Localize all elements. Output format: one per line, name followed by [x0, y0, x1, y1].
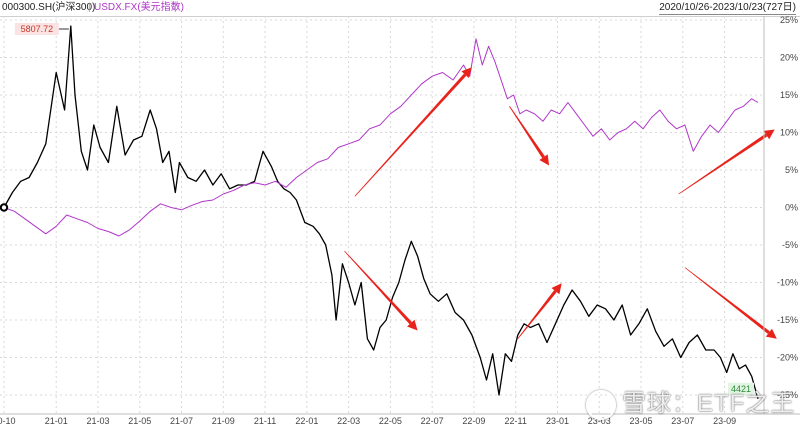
y-tick-label: -5% — [782, 240, 798, 250]
x-tick-label: 21-03 — [86, 416, 109, 426]
snowball-logo-icon — [586, 389, 616, 420]
trend-arrow — [354, 67, 472, 197]
trend-arrow — [517, 283, 562, 339]
end-value-label: 4421 — [731, 384, 751, 394]
date-range-selector[interactable]: 2020/10/26-2023/10/23(727日) — [659, 2, 796, 15]
series-line-usdx — [3, 38, 759, 237]
x-tick-label: 20-10 — [0, 416, 16, 426]
y-tick-label: 15% — [780, 90, 798, 100]
grid — [0, 16, 764, 414]
x-tick-label: 23-01 — [546, 416, 569, 426]
y-tick-label: 10% — [780, 128, 798, 138]
trend-arrow-shaft — [344, 250, 412, 325]
trend-arrow — [684, 267, 777, 339]
annotation-arrows — [344, 67, 777, 339]
x-tick-label: 23-05 — [630, 416, 653, 426]
series-line-csi300 — [3, 25, 759, 399]
y-tick-label: -20% — [777, 353, 798, 363]
x-tick-label: 22-01 — [295, 416, 318, 426]
end-value-label-bg — [728, 382, 754, 395]
trend-arrow — [509, 106, 550, 166]
x-tick-label: 22-11 — [505, 416, 527, 426]
trend-arrow — [678, 129, 775, 195]
y-tick-label: 5% — [785, 165, 798, 175]
legend-separator: | — [174, 2, 177, 13]
trend-arrow-shaft — [517, 290, 557, 339]
y-tick-label: 20% — [780, 53, 798, 63]
trend-arrow-head — [763, 129, 775, 140]
trend-arrow-head — [461, 67, 472, 78]
x-tick-label: 23-03 — [588, 416, 611, 426]
x-tick-label: 21-07 — [170, 416, 193, 426]
x-tick-label: 21-09 — [212, 416, 235, 426]
x-tick-label: 23-09 — [713, 416, 736, 426]
trend-arrow — [344, 250, 418, 331]
legend-series-1[interactable]: 000300.SH(沪深300) — [2, 2, 96, 13]
x-tick-label: 23-07 — [671, 416, 694, 426]
data-labels: 5807.72 4421 — [14, 23, 754, 395]
trend-arrow-head — [407, 319, 418, 331]
x-tick-label: 21-11 — [254, 416, 276, 426]
start-point-marker — [0, 203, 9, 212]
x-tick-label: 22-07 — [421, 416, 444, 426]
x-tick-label: 21-01 — [45, 416, 68, 426]
y-tick-label: -15% — [777, 315, 798, 325]
chart-canvas[interactable]: 25% 20% 15% 10% 5% 0% -5% -10% -15% -20% -25% 20-10… — [0, 16, 800, 428]
y-tick-label: 25% — [780, 16, 798, 25]
chart-header: 000300.SH(沪深300) | USDX.FX(美元指数) | 2020/… — [0, 0, 800, 17]
x-tick-label: 22-03 — [337, 416, 360, 426]
x-tick-label: 22-05 — [379, 416, 402, 426]
trend-arrow-shaft — [684, 267, 770, 334]
axes: 25% 20% 15% 10% 5% 0% -5% -10% -15% -20% -25% 20-10… — [0, 16, 800, 426]
trend-arrow-shaft — [354, 73, 467, 197]
watermark-text: 雪球：ETF之王 — [622, 390, 796, 417]
max-value-label: 5807.72 — [21, 24, 54, 34]
max-value-label-bg — [14, 23, 59, 35]
x-tick-label: 21-05 — [128, 416, 151, 426]
trend-arrow-shaft — [509, 106, 545, 159]
trend-arrow-shaft — [678, 133, 768, 195]
trend-arrow-head — [765, 328, 777, 339]
y-tick-label: -25% — [777, 390, 798, 400]
trend-arrow-head — [551, 283, 562, 295]
y-tick-label: -10% — [777, 278, 798, 288]
legend-series-2[interactable]: USDX.FX(美元指数) — [94, 2, 184, 13]
plot-area — [0, 25, 759, 399]
watermark: 雪球：ETF之王 — [586, 384, 794, 424]
legend-separator: | — [88, 2, 91, 13]
trend-arrow-head — [539, 154, 550, 166]
y-tick-label: 0% — [785, 203, 798, 213]
x-tick-label: 22-09 — [462, 416, 485, 426]
